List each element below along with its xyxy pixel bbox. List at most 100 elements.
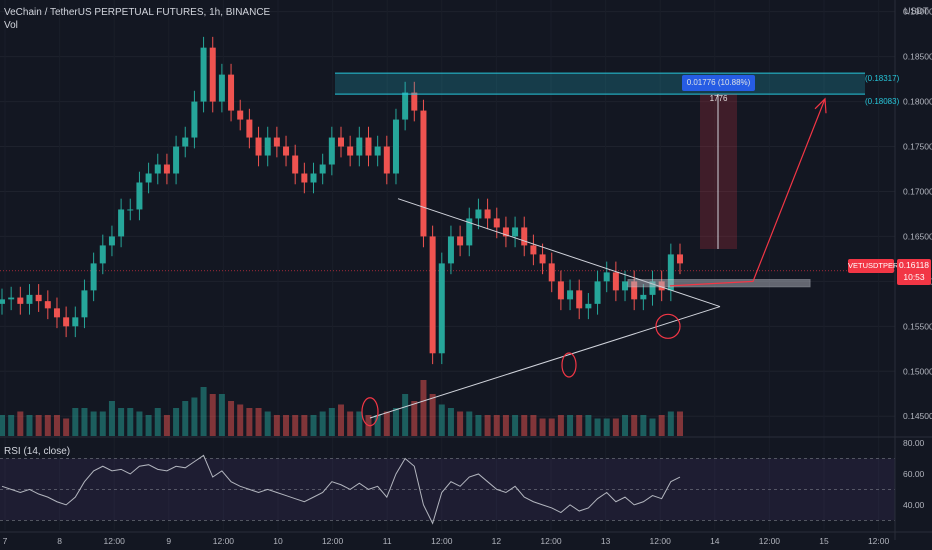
candle-body	[402, 92, 409, 120]
rsi-label: RSI (14, close)	[4, 446, 71, 457]
price-tick-label: 0.14500	[903, 411, 932, 421]
volume-bar	[383, 411, 390, 436]
candle-body	[145, 173, 152, 183]
volume-bar	[72, 408, 79, 436]
candle-body	[622, 281, 629, 291]
candle-body	[383, 146, 390, 174]
candle-body	[603, 272, 610, 282]
volume-bar	[347, 411, 354, 436]
candle-body	[466, 218, 473, 246]
candle-body	[292, 155, 299, 174]
volume-bar	[127, 408, 134, 436]
candle-body	[136, 182, 143, 210]
last-price-badge: 0.16118 10:53	[897, 259, 931, 285]
volume-bar	[640, 415, 647, 436]
candle-body	[283, 146, 290, 156]
price-tick-label: 0.17500	[903, 142, 932, 152]
volume-bar	[667, 411, 674, 436]
candle-body	[356, 137, 363, 156]
volume-bar	[173, 408, 180, 436]
volume-bar	[594, 418, 601, 436]
candle-body	[8, 297, 15, 300]
volume-bar	[17, 411, 24, 436]
volume-bar	[283, 415, 290, 436]
candle-body	[301, 173, 308, 183]
candle-body	[640, 294, 647, 300]
volume-bar	[649, 418, 656, 436]
volume-bar	[108, 401, 115, 436]
candle-body	[328, 137, 335, 165]
volume-bar	[658, 415, 665, 436]
level-lower-label: (0.18083)	[865, 97, 900, 106]
candle-body	[0, 299, 5, 304]
price-tick-label: 0.17000	[903, 186, 932, 196]
countdown: 10:53	[903, 272, 925, 282]
candle-body	[512, 227, 519, 237]
last-price-value: 0.16118	[898, 260, 930, 270]
volume-bar	[521, 415, 528, 436]
level-upper-label: (0.18317)	[865, 74, 900, 83]
volume-bar	[457, 411, 464, 436]
volume-bar	[26, 415, 33, 436]
candle-body	[63, 317, 70, 327]
time-tick-label: 12:00	[759, 536, 781, 546]
time-tick-label: 12:00	[650, 536, 672, 546]
price-tick-label: 0.15500	[903, 321, 932, 331]
candle-body	[255, 137, 262, 156]
candle-body	[182, 137, 189, 147]
time-tick-label: 12:00	[322, 536, 344, 546]
volume-bar	[145, 415, 152, 436]
volume-bar	[255, 408, 262, 436]
candle-body	[539, 254, 546, 264]
volume-bar	[218, 394, 225, 436]
volume-bar	[539, 418, 546, 436]
candle-body	[521, 227, 528, 246]
volume-bar	[246, 408, 253, 436]
volume-bar	[118, 408, 125, 436]
volume-bar	[338, 404, 344, 436]
volume-bar	[420, 380, 427, 436]
ticker-tag: VETUSDTPERP	[848, 259, 903, 273]
time-tick-label: 13	[601, 536, 611, 546]
volume-bar	[163, 415, 170, 436]
candle-body	[420, 110, 427, 237]
time-tick-label: 14	[710, 536, 720, 546]
candle-body	[264, 137, 271, 156]
candle-body	[99, 245, 106, 264]
support-trendline	[369, 306, 721, 419]
time-tick-label: 12:00	[540, 536, 562, 546]
candle-body	[246, 119, 253, 138]
candle-body	[53, 308, 60, 318]
volume-bar	[273, 415, 280, 436]
candle-body	[81, 290, 88, 318]
circle-marker	[655, 313, 681, 339]
volume-bar	[191, 397, 198, 436]
candle-body	[612, 272, 619, 291]
rsi-tick-label: 80.00	[903, 438, 925, 448]
candle-body	[475, 209, 482, 219]
grid-lines	[0, 11, 895, 417]
candle-body	[438, 263, 445, 354]
volume-bar	[292, 415, 299, 436]
volume-bar	[310, 415, 317, 436]
candle-body	[484, 209, 491, 219]
candle-body	[200, 47, 207, 102]
volume-bar	[576, 415, 583, 436]
currency-label: USDT	[904, 6, 929, 16]
volume-bar	[200, 387, 207, 436]
volume-bar	[63, 418, 70, 436]
candle-body	[338, 137, 344, 147]
volume-bar	[374, 415, 381, 436]
volume-bar	[182, 401, 189, 436]
rsi-line	[1, 454, 681, 525]
volume-bar	[90, 411, 97, 436]
candle-body	[90, 263, 97, 291]
price-tick-label: 0.16500	[903, 231, 932, 241]
volume-bar	[35, 415, 42, 436]
candle-body	[667, 254, 674, 291]
candle-body	[502, 227, 509, 237]
candle-body	[173, 146, 180, 174]
target-arrowhead	[814, 97, 827, 114]
time-tick-label: 11	[383, 536, 392, 546]
